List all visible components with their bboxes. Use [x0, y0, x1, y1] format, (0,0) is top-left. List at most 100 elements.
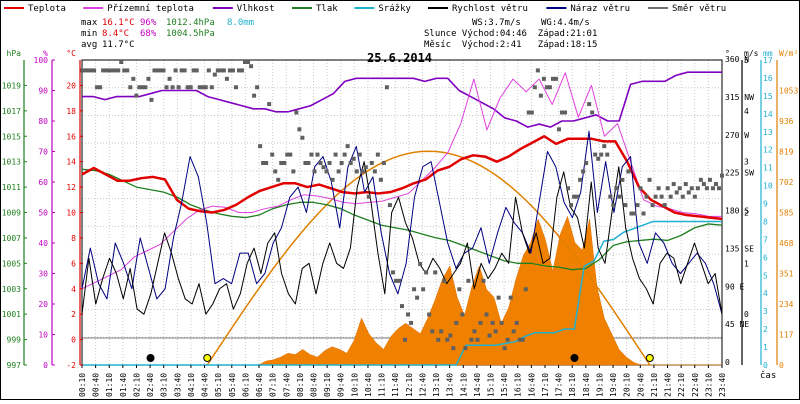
- rain-tick-label: 12: [763, 146, 773, 155]
- rain-line: [82, 220, 722, 366]
- legend-label: Náraz větru: [570, 4, 630, 14]
- wind-direction-point: [363, 165, 368, 170]
- wind-direction-point: [563, 110, 568, 115]
- wind-direction-point: [415, 295, 420, 300]
- stat-avg-temp: 11.7°C: [102, 40, 135, 50]
- rain-tick-label: 14: [763, 110, 773, 119]
- celsius-tick-label: 2: [71, 310, 76, 319]
- wind-direction-point: [119, 60, 124, 64]
- rain-tick-label: 10: [763, 182, 773, 191]
- rain-tick-label: 7: [763, 235, 768, 244]
- header: 25.6.2014 max 16.1°C 96% 1012.4hPa 8.0mm…: [81, 18, 776, 381]
- wind-direction-point: [692, 194, 697, 199]
- wind-direction-point: [457, 287, 462, 292]
- x-tick-label: 03:40: [173, 373, 182, 397]
- wind-tick-label: 3: [744, 158, 749, 167]
- percent-tick-label: 0: [43, 361, 48, 370]
- wind-direction-point: [475, 337, 480, 342]
- wind-direction-point: [182, 68, 187, 73]
- stat-max-press: 1012.4hPa: [166, 18, 215, 28]
- rain-tick-label: 1: [763, 343, 768, 352]
- hpa-tick-label: 1007: [2, 234, 21, 243]
- solar-tick-label: 702: [779, 178, 794, 187]
- wind-direction-point: [194, 68, 199, 73]
- wind-direction-point: [544, 85, 549, 90]
- wind-direction-point: [221, 68, 226, 73]
- solar-theoretical-line: [206, 150, 651, 366]
- wind-direction-point: [306, 161, 311, 165]
- wind-direction-point: [605, 152, 610, 157]
- wind-direction-point: [460, 312, 465, 317]
- rain-tick-label: 0: [763, 361, 768, 370]
- x-tick-label: 09:10: [323, 373, 332, 397]
- x-tick-label: 19:40: [609, 373, 618, 397]
- solar-tick-label: 1053: [779, 87, 798, 96]
- wind-direction-point: [89, 68, 94, 73]
- direction-tick-label: 360 N: [725, 55, 749, 64]
- wind-direction-point: [339, 161, 344, 165]
- wind-direction-point: [445, 337, 450, 342]
- wind-direction-point: [243, 60, 248, 64]
- wind-direction-point: [384, 85, 389, 90]
- wind-direction-point: [427, 312, 432, 317]
- wind-direction-point: [98, 85, 103, 90]
- rain-axis-unit: mm: [763, 49, 773, 58]
- x-tick-label: 04:10: [187, 373, 196, 397]
- rain-tick-label: 13: [763, 128, 773, 137]
- wind-direction-point: [716, 186, 721, 191]
- info-wg: WG:4.4m/s: [541, 18, 590, 28]
- wind-direction-point: [110, 68, 115, 73]
- wind-direction-point: [303, 161, 308, 165]
- wind-direction-point: [134, 93, 139, 98]
- wind-direction-point: [107, 68, 112, 73]
- wind-direction-point: [273, 169, 278, 174]
- legend-label: Rychlost větru: [452, 4, 528, 14]
- wind-direction-point: [393, 278, 398, 283]
- wind-direction-point: [602, 144, 607, 149]
- x-tick-label: 23:40: [718, 373, 727, 397]
- series-lines: [81, 71, 723, 366]
- wind-direction-point: [514, 320, 519, 325]
- wind-direction-point: [535, 68, 540, 73]
- solar-tick-label: 234: [779, 300, 794, 309]
- wind-direction-point: [553, 76, 558, 81]
- wind-direction-point: [185, 85, 190, 90]
- hpa-tick-label: 1003: [2, 285, 21, 294]
- wind-gust-line: [81, 130, 723, 315]
- hpa-tick-label: 1017: [2, 107, 21, 116]
- wind-direction-point: [560, 110, 564, 115]
- hpa-tick-label: 997: [7, 361, 22, 370]
- hpa-tick-label: 1009: [2, 209, 21, 218]
- x-tick-label: 03:10: [160, 373, 169, 397]
- percent-tick-label: 70: [38, 148, 48, 157]
- x-tick-label: 14:40: [473, 373, 482, 397]
- wind-direction-point: [218, 68, 223, 73]
- wind-direction-point: [285, 152, 290, 157]
- hpa-tick-label: 1001: [2, 310, 21, 319]
- stat-min-hum: 68%: [140, 29, 157, 39]
- wind-direction-point: [523, 287, 528, 292]
- wind-direction-point: [264, 161, 269, 165]
- wind-direction-point: [357, 152, 362, 157]
- rain-tick-label: 8: [763, 217, 768, 226]
- wind-direction-point: [611, 203, 616, 208]
- wind-direction-point: [294, 110, 299, 115]
- hpa-tick-label: 1015: [2, 132, 21, 141]
- wind-direction-point: [125, 68, 130, 73]
- wind-direction-point: [635, 203, 640, 208]
- wind-direction-point: [463, 346, 468, 351]
- wind-direction-point: [572, 194, 577, 199]
- wind-direction-point: [179, 68, 184, 73]
- wind-direction-point: [653, 194, 658, 199]
- celsius-tick-label: 0: [71, 336, 76, 345]
- wind-direction-point: [400, 304, 404, 309]
- x-tick-label: 21:10: [650, 373, 659, 397]
- wind-direction-point: [113, 68, 118, 73]
- rain-tick-label: 2: [763, 325, 768, 334]
- x-tick-label: 22:10: [677, 373, 686, 397]
- direction-axis-unit: °: [725, 49, 730, 58]
- sunset-marker: [645, 354, 654, 362]
- legend-label: Teplota: [28, 4, 66, 14]
- x-tick-label: 10:40: [364, 373, 373, 397]
